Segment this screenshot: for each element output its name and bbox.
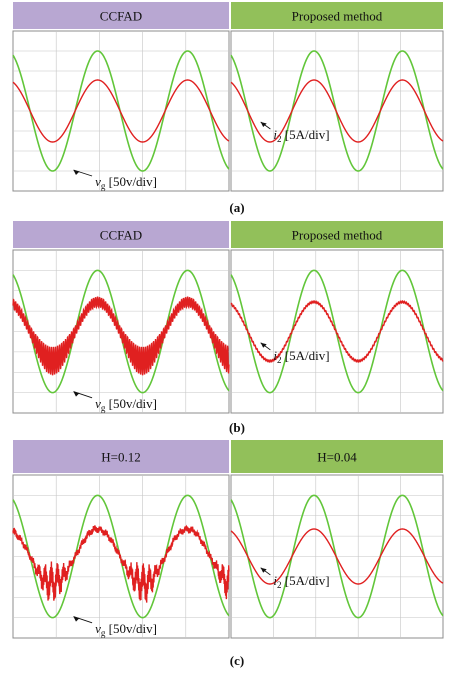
annotation-label: vg [50v/div] [95,174,157,191]
series-vg-line [230,50,444,172]
series-i2-line [12,524,230,603]
panel-header-label: H=0.12 [101,450,140,465]
panel-header [13,440,229,473]
figure-b: CCFAD vg [50v/div] Proposed method i2 [5A/d… [12,221,444,435]
annotation-arrowhead [73,616,80,622]
annotation-label: i2 [5A/div] [273,348,329,365]
panel-header-label: H=0.04 [317,450,357,465]
panel-right: H=0.04 i2 [5A/div] [230,440,444,639]
panel-right: Proposed method i2 [5A/div] [230,2,444,192]
panel-header-label: Proposed method [292,228,383,243]
plot-grid [231,475,443,638]
plot-grid [13,475,229,638]
annotation-arrowhead [260,567,267,573]
panel-header-label: CCFAD [100,228,142,243]
panel-right: Proposed method i2 [5A/div] [230,221,444,414]
series-i2-line [230,79,444,143]
figure-a: CCFAD vg [50v/div] Proposed method i2 [5A/d… [12,2,444,215]
annotation-arrowhead [260,122,267,127]
annotation-i2: i2 [5A/div] [260,342,330,365]
series-i2-line [12,296,230,376]
series-i2-line [12,79,230,143]
annotation-label: i2 [5A/div] [273,127,329,144]
panel-left: H=0.12 vg [50v/div] [12,440,230,639]
panel-header-label: CCFAD [100,9,142,24]
annotation-vg: vg [50v/div] [73,391,157,413]
figure-c: H=0.12 vg [50v/div] H=0.04 i2 [5A/div] (c) [12,440,444,668]
panel-header-label: Proposed method [292,9,383,24]
figure-caption: (a) [229,200,244,215]
series-i2-line [230,528,444,585]
annotation-arrowhead [73,170,80,175]
panel-header [231,440,443,473]
annotation-i2: i2 [5A/div] [260,121,330,144]
annotation-label: i2 [5A/div] [273,573,329,590]
series-vg-line [230,494,444,619]
panel-header [13,2,229,29]
annotation-label: vg [50v/div] [95,621,157,638]
annotation-vg: vg [50v/div] [73,169,157,191]
series-vg-line [12,50,230,172]
annotation-label: vg [50v/div] [95,396,157,413]
annotation-i2: i2 [5A/div] [260,567,330,590]
plot-grid [231,31,443,191]
panel-left: CCFAD vg [50v/div] [12,221,230,414]
figure-caption: (b) [229,420,245,435]
annotation-vg: vg [50v/div] [73,616,157,638]
series-i2-line [230,300,444,364]
panel-header [13,221,229,248]
annotation-arrowhead [260,342,267,348]
series-vg-line [230,269,444,394]
plot-grid [13,31,229,191]
plot-grid [231,250,443,413]
panel-left: CCFAD vg [50v/div] [12,2,230,192]
annotation-arrowhead [73,391,80,397]
figure-caption: (c) [230,653,244,668]
panel-header [231,221,443,248]
panel-header [231,2,443,29]
